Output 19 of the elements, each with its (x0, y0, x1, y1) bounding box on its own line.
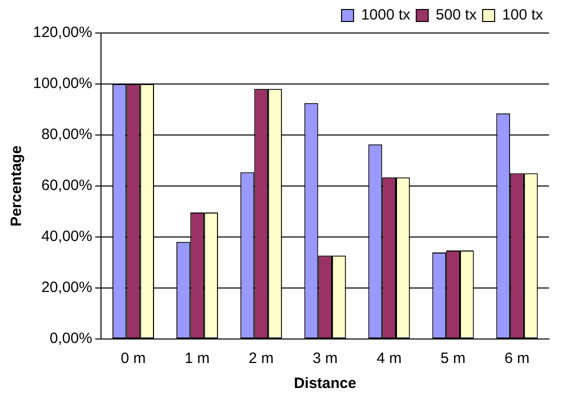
x-tick-label: 2 m (248, 350, 274, 368)
legend-label: 100 tx (502, 6, 544, 24)
y-tick-label: 20,00% (41, 279, 92, 296)
x-tick-label: 5 m (440, 350, 466, 368)
y-tick-label: 40,00% (41, 228, 92, 246)
legend-label: 1000 tx (361, 6, 411, 24)
legend-label: 500 tx (436, 6, 478, 24)
y-tick-label: 120,00% (33, 24, 92, 42)
x-tick-label: 0 m (120, 350, 146, 368)
y-tick-label: 60,00% (41, 177, 92, 194)
x-tick-label: 4 m (376, 350, 402, 368)
y-tick-label: 80,00% (41, 126, 92, 144)
x-axis-title: Distance (294, 375, 356, 392)
y-tick-label: 100,00% (33, 75, 92, 92)
y-tick-label: 0,00% (50, 330, 92, 348)
x-tick-label: 1 m (184, 350, 210, 368)
x-tick-label: 6 m (504, 350, 530, 368)
x-tick-label: 3 m (312, 350, 338, 368)
y-axis-title: Percentage (8, 146, 26, 226)
